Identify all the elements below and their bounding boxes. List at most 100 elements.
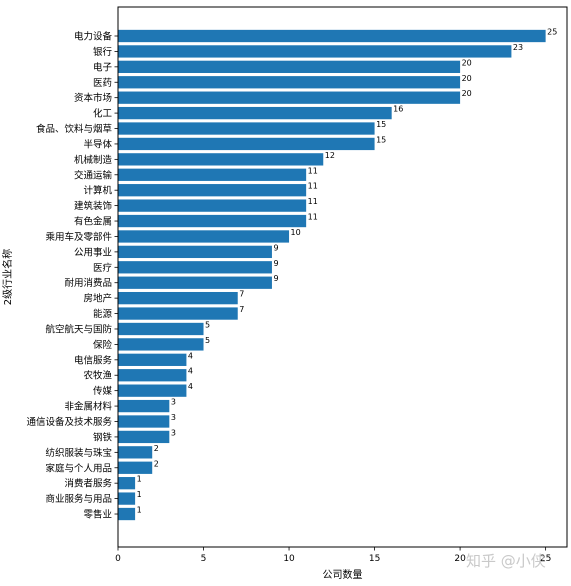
y-tick-label: 房地产 xyxy=(83,293,112,305)
bar-value-label: 1 xyxy=(137,475,142,484)
value-labels-group: 2523202020161515121111111110999775544433… xyxy=(137,28,558,515)
bar-value-label: 9 xyxy=(273,243,278,252)
bar xyxy=(118,199,307,212)
y-tick-label: 交通运输 xyxy=(74,169,113,181)
y-tick-label: 传媒 xyxy=(93,385,113,397)
y-tick-label: 非金属材料 xyxy=(64,401,112,413)
bar xyxy=(118,307,238,320)
bar-value-label: 4 xyxy=(188,351,193,360)
bar-value-label: 15 xyxy=(376,120,386,129)
bar xyxy=(118,214,307,228)
bar-value-label: 2 xyxy=(154,444,159,453)
bar xyxy=(118,415,170,428)
bar-value-label: 12 xyxy=(325,151,335,160)
bar-value-label: 1 xyxy=(137,506,142,515)
plot-frame xyxy=(117,6,568,548)
y-tick-label: 公用事业 xyxy=(74,246,112,258)
bar xyxy=(118,369,187,382)
bar-value-label: 3 xyxy=(171,413,176,422)
bar-value-label: 9 xyxy=(273,274,278,283)
x-tick-label: 0 xyxy=(115,554,121,564)
y-tick-label: 农牧渔 xyxy=(83,370,112,382)
y-tick-label: 建筑装饰 xyxy=(74,200,112,212)
bar-value-label: 7 xyxy=(239,305,244,314)
bar xyxy=(118,477,136,490)
y-tick-label: 机械制造 xyxy=(74,154,113,166)
bar-value-label: 11 xyxy=(308,213,318,222)
y-tick-label: 耐用消费品 xyxy=(64,277,112,289)
x-tick-label: 25 xyxy=(540,554,551,564)
bars-group xyxy=(118,29,546,521)
bar xyxy=(118,276,272,289)
bar-value-label: 16 xyxy=(393,105,403,114)
bar-value-label: 20 xyxy=(462,89,472,98)
y-tick-label: 医疗 xyxy=(93,262,113,274)
y-tick-label: 消费者服务 xyxy=(64,478,112,490)
y-tick-label: 航空航天与国防 xyxy=(45,323,112,335)
bar xyxy=(118,507,136,521)
x-tick-label: 20 xyxy=(454,554,466,564)
y-tick-label: 银行 xyxy=(93,46,113,58)
bar-value-label: 11 xyxy=(308,197,318,206)
bar-value-label: 11 xyxy=(308,166,318,175)
x-ticks-group: 0 5 10 15 20 25 xyxy=(115,547,551,564)
bar xyxy=(118,399,170,413)
bar xyxy=(118,430,170,444)
y-tick-label: 商业服务与用品 xyxy=(45,493,112,505)
bar-value-label: 9 xyxy=(273,259,278,268)
y-tick-label: 食品、饮料与烟草 xyxy=(36,123,112,135)
bar xyxy=(118,184,307,197)
y-tick-label: 资本市场 xyxy=(74,92,112,104)
bar-value-label: 2 xyxy=(154,459,159,468)
y-tick-label: 零售业 xyxy=(83,509,112,521)
y-tick-label: 电力设备 xyxy=(74,31,113,43)
x-axis-label: 公司数量 xyxy=(323,568,363,581)
y-tick-label: 化工 xyxy=(93,108,113,120)
bar xyxy=(118,29,546,43)
bar-value-label: 25 xyxy=(547,28,557,37)
bar-value-label: 3 xyxy=(171,428,176,437)
x-tick-label: 15 xyxy=(369,554,380,564)
bar xyxy=(118,106,392,120)
bar-value-label: 5 xyxy=(205,320,210,329)
y-tick-label: 电信服务 xyxy=(74,354,113,366)
bar-value-label: 15 xyxy=(376,135,386,144)
bar xyxy=(118,384,187,397)
bar-value-label: 20 xyxy=(462,58,472,67)
bar-value-label: 4 xyxy=(188,382,193,391)
bar xyxy=(118,245,272,259)
y-tick-label: 医药 xyxy=(93,78,112,89)
bar xyxy=(118,76,461,89)
bar xyxy=(118,353,187,366)
bar-value-label: 1 xyxy=(137,490,142,499)
y-tick-labels-group: 电力设备银行电子医药资本市场化工食品、饮料与烟草半导体机械制造交通运输计算机建筑… xyxy=(26,31,118,521)
y-tick-label: 能源 xyxy=(93,308,113,320)
bar xyxy=(118,137,375,151)
y-tick-label: 家庭与个人用品 xyxy=(45,462,112,474)
y-tick-label: 保险 xyxy=(93,339,113,351)
bar xyxy=(118,261,272,274)
bar-value-label: 20 xyxy=(462,74,472,83)
bar-value-label: 11 xyxy=(308,182,318,191)
bar xyxy=(118,91,461,104)
x-tick-label: 10 xyxy=(283,554,295,564)
bar xyxy=(118,168,307,181)
y-tick-label: 钢铁 xyxy=(93,431,113,443)
x-tick-label: 5 xyxy=(201,554,207,564)
y-tick-label: 计算机 xyxy=(83,185,112,197)
watermark: 知乎 @小侠 xyxy=(466,552,546,570)
bar xyxy=(118,45,512,58)
y-tick-label: 有色金属 xyxy=(74,216,112,228)
bar-value-label: 10 xyxy=(291,228,301,237)
bar-value-label: 4 xyxy=(188,367,193,376)
bar xyxy=(118,122,375,135)
bar xyxy=(118,153,324,166)
bar xyxy=(118,492,136,505)
bar-value-label: 3 xyxy=(171,398,176,407)
bar-value-label: 23 xyxy=(513,43,523,52)
bar-value-label: 7 xyxy=(239,290,244,299)
bar xyxy=(118,446,153,459)
bar-value-label: 5 xyxy=(205,336,210,345)
bar xyxy=(118,291,238,305)
y-tick-label: 半导体 xyxy=(83,138,112,150)
